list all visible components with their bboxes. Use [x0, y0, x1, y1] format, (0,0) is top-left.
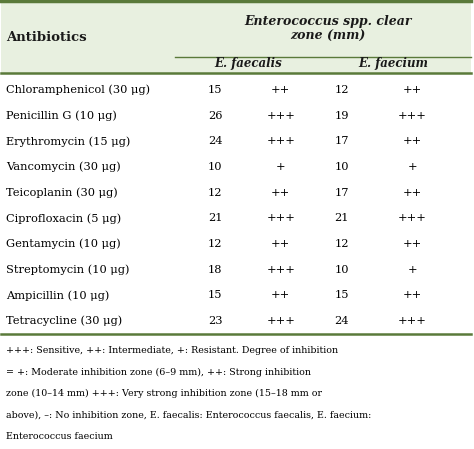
Text: Tetracycline (30 μg): Tetracycline (30 μg): [6, 316, 122, 326]
Text: Enterococcus faecium: Enterococcus faecium: [6, 432, 113, 441]
Text: Teicoplanin (30 μg): Teicoplanin (30 μg): [6, 187, 118, 198]
Text: = +: Moderate inhibition zone (6–9 mm), ++: Strong inhibition: = +: Moderate inhibition zone (6–9 mm), …: [6, 368, 311, 377]
Text: ++: ++: [271, 188, 291, 198]
Text: ++: ++: [402, 291, 422, 300]
Text: 10: 10: [208, 162, 222, 172]
Text: Gentamycin (10 μg): Gentamycin (10 μg): [6, 239, 121, 249]
Text: +: +: [408, 264, 417, 275]
Text: Ciprofloxacin (5 μg): Ciprofloxacin (5 μg): [6, 213, 121, 224]
Text: zone (10–14 mm) +++: Very strong inhibition zone (15–18 mm or: zone (10–14 mm) +++: Very strong inhibit…: [6, 389, 322, 398]
Text: ++: ++: [271, 291, 291, 300]
Text: 10: 10: [335, 162, 349, 172]
Text: +++: Sensitive, ++: Intermediate, +: Resistant. Degree of inhibition: +++: Sensitive, ++: Intermediate, +: Res…: [6, 346, 338, 355]
Text: 17: 17: [335, 136, 349, 146]
Text: 23: 23: [208, 316, 222, 326]
Text: ++: ++: [402, 85, 422, 95]
Text: ++: ++: [402, 239, 422, 249]
Text: 24: 24: [335, 316, 349, 326]
Text: 15: 15: [208, 85, 222, 95]
Text: +: +: [276, 162, 285, 172]
Text: Chloramphenicol (30 μg): Chloramphenicol (30 μg): [6, 85, 150, 95]
Bar: [1, 1, 471, 73]
Text: Penicillin G (10 μg): Penicillin G (10 μg): [6, 110, 117, 121]
Text: +++: +++: [398, 213, 427, 223]
Text: 15: 15: [208, 291, 222, 300]
Text: +++: +++: [266, 111, 295, 121]
Text: +++: +++: [266, 136, 295, 146]
Text: Antibiotics: Antibiotics: [6, 31, 87, 44]
Text: 12: 12: [208, 239, 222, 249]
Text: ++: ++: [271, 85, 291, 95]
Text: 10: 10: [335, 264, 349, 275]
Text: 12: 12: [335, 85, 349, 95]
Text: Ampicillin (10 μg): Ampicillin (10 μg): [6, 290, 109, 301]
Text: 21: 21: [335, 213, 349, 223]
Text: 17: 17: [335, 188, 349, 198]
Text: 24: 24: [208, 136, 222, 146]
Text: +++: +++: [266, 213, 295, 223]
Text: +++: +++: [398, 316, 427, 326]
Text: Vancomycin (30 μg): Vancomycin (30 μg): [6, 162, 121, 172]
Text: above), –: No inhibition zone, E. faecalis: Enterococcus faecalis, E. faecium:: above), –: No inhibition zone, E. faecal…: [6, 410, 372, 419]
Text: +++: +++: [266, 316, 295, 326]
Text: ++: ++: [402, 188, 422, 198]
Text: 19: 19: [335, 111, 349, 121]
Text: Enterococcus spp. clear
zone (mm): Enterococcus spp. clear zone (mm): [244, 15, 411, 43]
Text: 12: 12: [208, 188, 222, 198]
Text: 21: 21: [208, 213, 222, 223]
Text: Streptomycin (10 μg): Streptomycin (10 μg): [6, 264, 129, 275]
Text: +++: +++: [266, 264, 295, 275]
Text: ++: ++: [271, 239, 291, 249]
Text: +: +: [408, 162, 417, 172]
Text: 15: 15: [335, 291, 349, 300]
Text: 18: 18: [208, 264, 222, 275]
Text: +++: +++: [398, 111, 427, 121]
Text: Erythromycin (15 μg): Erythromycin (15 μg): [6, 136, 130, 147]
Text: E. faecalis: E. faecalis: [214, 57, 282, 70]
Text: 12: 12: [335, 239, 349, 249]
Text: E. faecium: E. faecium: [358, 57, 428, 70]
Text: ++: ++: [402, 136, 422, 146]
Text: 26: 26: [208, 111, 222, 121]
